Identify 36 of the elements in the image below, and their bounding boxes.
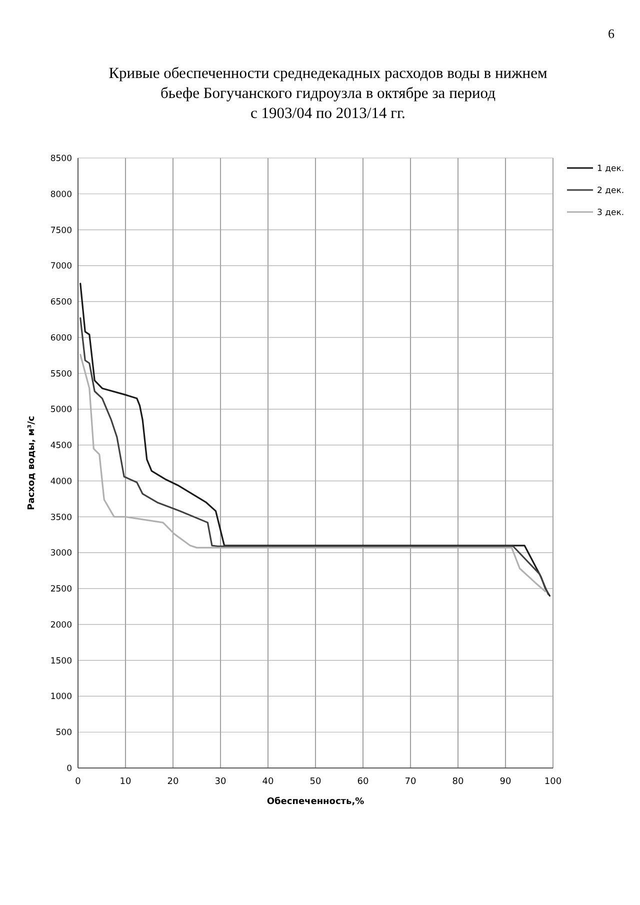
x-tick-label: 10: [120, 777, 132, 787]
y-tick-label: 0: [66, 764, 72, 774]
y-tick-label: 2500: [50, 584, 72, 595]
x-tick-label: 0: [75, 777, 82, 787]
y-tick-label: 1000: [50, 692, 72, 702]
y-tick-label: 5000: [50, 405, 72, 416]
y-tick-label: 4000: [50, 476, 72, 487]
y-axis-title: Расход воды, м³/с: [27, 416, 37, 510]
x-tick-label: 20: [167, 777, 179, 787]
y-tick-label: 1500: [50, 656, 72, 666]
y-tick-label: 8500: [50, 154, 72, 164]
chart-title: Кривые обеспеченности среднедекадных расходов воды в нижнем бьефе Богучанского гидроузла в октябре за период с 1903/04 по 2013/14 гг.: [108, 65, 548, 122]
y-tick-label: 3500: [50, 512, 72, 523]
x-tick-label: 50: [310, 777, 322, 787]
legend-label: 2 дек.: [597, 186, 624, 196]
y-tick-label: 7500: [50, 226, 72, 236]
y-tick-label: 2000: [50, 620, 72, 630]
x-tick-label: 80: [452, 777, 464, 787]
x-tick-label: 100: [544, 777, 562, 787]
y-tick-label: 8000: [50, 190, 72, 200]
legend-label: 1 дек.: [597, 164, 624, 174]
y-tick-label: 5500: [50, 369, 72, 380]
y-tick-label: 4500: [50, 441, 72, 452]
x-tick-label: 90: [500, 777, 512, 787]
x-tick-label: 30: [214, 777, 226, 787]
x-tick-label: 40: [262, 777, 274, 787]
x-tick-label: 70: [404, 777, 416, 787]
y-tick-label: 6000: [50, 333, 72, 344]
y-tick-label: 3000: [50, 548, 72, 559]
legend-label: 3 дек.: [597, 208, 624, 218]
y-tick-label: 7000: [50, 262, 72, 272]
y-tick-label: 6500: [50, 298, 72, 308]
y-tick-label: 500: [56, 728, 72, 738]
x-tick-label: 60: [357, 777, 369, 787]
x-axis-title: Обеспеченность,%: [266, 796, 364, 807]
text: 6: [608, 26, 615, 41]
